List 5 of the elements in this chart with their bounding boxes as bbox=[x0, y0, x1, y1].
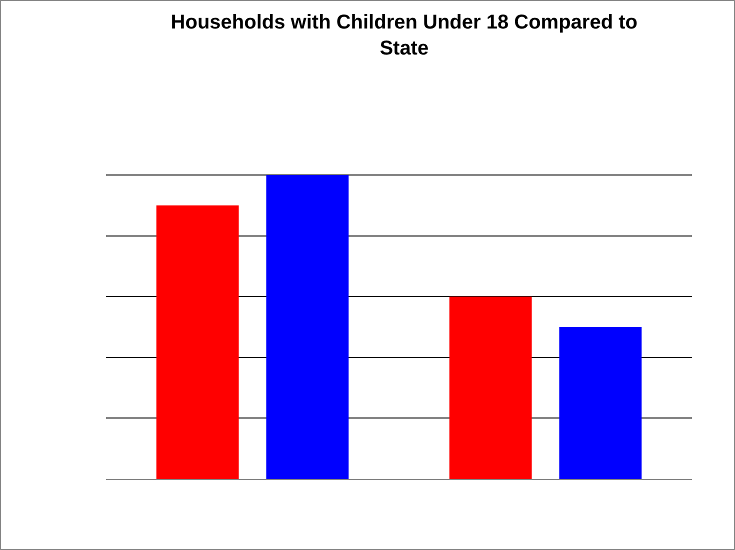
chart-title: Households with Children Under 18 Compared to State bbox=[170, 11, 638, 60]
bar bbox=[559, 327, 642, 479]
bar bbox=[266, 175, 349, 479]
bar bbox=[449, 296, 532, 479]
bar bbox=[156, 205, 239, 479]
